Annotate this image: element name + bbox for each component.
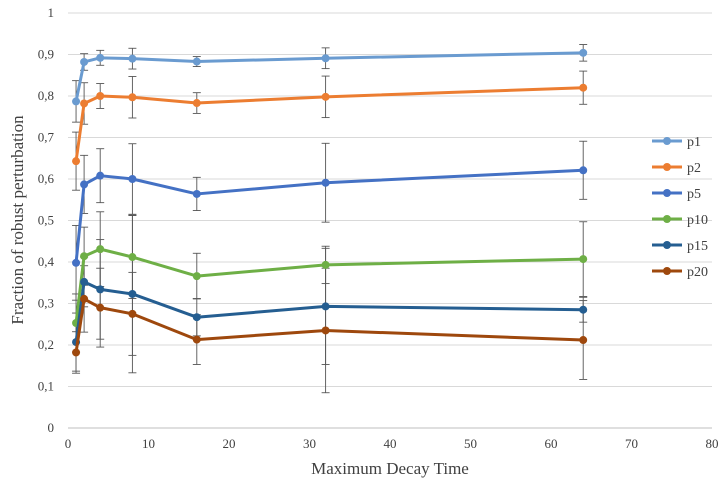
y-tick-label: 0,1	[38, 379, 54, 394]
legend-marker-p10	[663, 215, 671, 223]
data-point-p5	[192, 189, 201, 198]
data-point-p10	[192, 272, 201, 281]
legend-label-p10: p10	[687, 213, 708, 228]
data-point-p20	[128, 309, 137, 318]
data-point-p5	[321, 178, 330, 187]
data-point-p15	[321, 302, 330, 311]
data-point-p2	[321, 92, 330, 101]
y-tick-label: 1	[48, 5, 55, 20]
y-tick-label: 0,9	[38, 47, 54, 62]
legend: p1 p2 p5 p10 p15 p20	[652, 135, 708, 280]
data-point-p5	[80, 180, 89, 189]
legend-label-p5: p5	[687, 187, 701, 202]
data-point-p1	[80, 57, 89, 66]
data-point-p10	[80, 252, 89, 261]
data-point-p20	[192, 335, 201, 344]
y-tick-label: 0,5	[38, 213, 54, 228]
x-tick-label: 10	[142, 436, 155, 451]
data-point-p10	[96, 245, 105, 254]
data-point-p20	[321, 326, 330, 335]
data-point-p5	[579, 166, 588, 175]
x-tick-label: 70	[625, 436, 638, 451]
y-axis-title: Fraction of robust perturbation	[8, 115, 27, 325]
data-point-p5	[128, 175, 137, 183]
legend-label-p20: p20	[687, 265, 708, 280]
data-point-p15	[579, 305, 588, 314]
legend-marker-p20	[663, 267, 671, 275]
data-point-p15	[80, 277, 89, 286]
data-point-p2	[96, 92, 105, 100]
series-line-p15	[74, 280, 584, 343]
data-point-p5	[72, 258, 81, 267]
y-tick-label: 0,3	[38, 296, 54, 311]
series-line-p1	[74, 51, 584, 102]
x-axis-title: Maximum Decay Time	[311, 459, 469, 478]
data-point-p20	[72, 348, 81, 357]
data-point-p10	[128, 253, 137, 262]
legend-marker-p1	[663, 137, 671, 145]
data-point-p1	[192, 57, 201, 66]
data-point-p15	[128, 289, 137, 298]
data-point-p10	[579, 255, 588, 264]
data-point-p15	[96, 285, 105, 294]
x-tick-label: 0	[65, 436, 72, 451]
legend-marker-p5	[663, 189, 671, 197]
data-point-p1	[579, 48, 588, 57]
x-tick-labels: 0 10 20 30 40 50 60 70 80	[65, 436, 719, 451]
series-line-p5	[74, 168, 584, 263]
x-tick-label: 50	[464, 436, 477, 451]
data-point-p20	[579, 336, 588, 345]
data-point-p1	[96, 53, 105, 62]
data-point-p2	[579, 83, 588, 92]
data-point-p2	[72, 157, 81, 166]
data-point-p20	[96, 303, 105, 312]
y-tick-labels: 0 0,1 0,2 0,3 0,4 0,5 0,6 0,7 0,8 0,9 1	[38, 5, 55, 435]
data-point-p20	[80, 294, 89, 303]
legend-marker-p15	[663, 241, 671, 249]
legend-marker-p2	[663, 163, 671, 171]
data-point-p1	[321, 54, 330, 63]
y-tick-label: 0	[48, 420, 55, 435]
series-lines	[72, 48, 588, 357]
x-tick-label: 60	[545, 436, 558, 451]
data-point-p2	[128, 93, 137, 102]
y-tick-label: 0,8	[38, 88, 54, 103]
series-line-p10	[74, 247, 584, 324]
series-line-p2	[74, 86, 584, 162]
x-tick-label: 30	[303, 436, 316, 451]
x-tick-label: 20	[223, 436, 236, 451]
y-tick-label: 0,6	[38, 171, 55, 186]
data-point-p5	[96, 171, 105, 180]
y-tick-label: 0,2	[38, 337, 54, 352]
x-tick-label: 40	[384, 436, 397, 451]
data-point-p10	[321, 260, 330, 269]
y-tick-label: 0,7	[38, 130, 55, 145]
data-point-p1	[128, 54, 137, 63]
data-point-p1	[72, 97, 81, 106]
data-point-p2	[80, 99, 89, 108]
gridlines	[68, 12, 712, 387]
data-point-p2	[192, 99, 201, 108]
legend-label-p2: p2	[687, 161, 701, 176]
x-tick-label: 80	[706, 436, 719, 451]
legend-label-p1: p1	[687, 135, 701, 150]
y-tick-label: 0,4	[38, 254, 55, 269]
data-point-p15	[192, 313, 201, 322]
legend-label-p15: p15	[687, 239, 708, 254]
